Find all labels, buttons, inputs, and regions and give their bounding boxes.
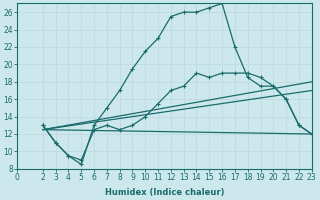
- X-axis label: Humidex (Indice chaleur): Humidex (Indice chaleur): [105, 188, 224, 197]
